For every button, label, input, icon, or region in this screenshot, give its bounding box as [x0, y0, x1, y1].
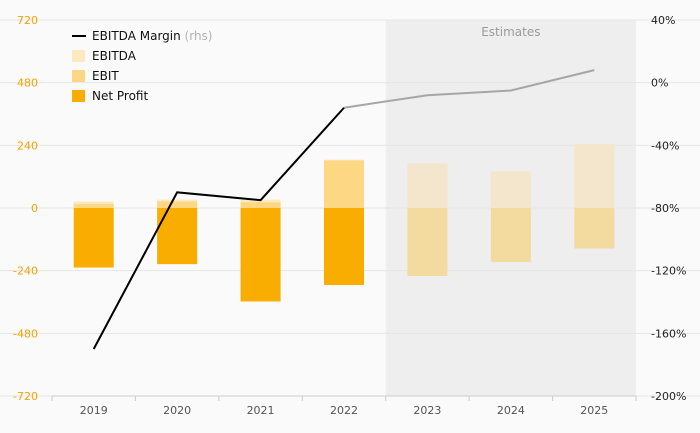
legend-swatch: [72, 90, 85, 102]
y-right-tick-label: -80%: [651, 202, 679, 215]
bar-ebit: [324, 160, 364, 208]
bar-net-profit: [490, 208, 531, 263]
estimates-label: Estimates: [481, 25, 540, 39]
bar-net-profit: [407, 208, 448, 276]
legend-label: EBITDA Margin (rhs): [92, 29, 213, 43]
y-right-tick-label: -200%: [651, 390, 686, 403]
y-right-tick-label: 0%: [651, 77, 668, 90]
bar-net-profit: [73, 208, 114, 268]
bar-net-profit: [324, 208, 364, 286]
bar-ebit: [407, 166, 448, 208]
legend-label: EBITDA: [92, 49, 137, 63]
y-left-tick-label: -240: [13, 265, 38, 278]
bar-net-profit: [574, 208, 615, 249]
y-right-tick-label: -40%: [651, 139, 679, 152]
y-left-tick-label: -480: [13, 327, 38, 340]
x-tick-label: 2020: [163, 404, 191, 417]
bar-ebit: [574, 147, 615, 208]
legend-label: Net Profit: [92, 89, 148, 103]
y-right-tick-label: -120%: [651, 265, 686, 278]
bar-ebit: [73, 204, 114, 208]
x-tick-label: 2022: [330, 404, 358, 417]
y-left-tick-label: 720: [17, 14, 38, 27]
y-right-tick-label: 40%: [651, 14, 675, 27]
x-tick-label: 2019: [80, 404, 108, 417]
legend-swatch: [72, 70, 85, 82]
bar-net-profit: [240, 208, 281, 302]
legend-swatch: [72, 50, 85, 62]
bar-ebit: [490, 175, 531, 208]
y-left-tick-label: 240: [17, 139, 38, 152]
bar-net-profit: [157, 208, 198, 265]
y-left-tick-label: 480: [17, 77, 38, 90]
ebitda-margin-line: [92, 107, 345, 350]
y-right-tick-label: -160%: [651, 327, 686, 340]
legend-label-suffix: (rhs): [181, 29, 213, 43]
bar-ebit: [157, 201, 198, 208]
y-left-tick-label: 0: [31, 202, 38, 215]
ebitda-margin-line-estimate: [343, 69, 595, 109]
x-tick-label: 2025: [580, 404, 608, 417]
legend-label: EBIT: [92, 69, 119, 83]
y-left-tick-label: -720: [13, 390, 38, 403]
x-tick-label: 2023: [413, 404, 441, 417]
bar-ebit: [240, 202, 281, 208]
x-tick-label: 2021: [247, 404, 275, 417]
x-tick-label: 2024: [497, 404, 525, 417]
